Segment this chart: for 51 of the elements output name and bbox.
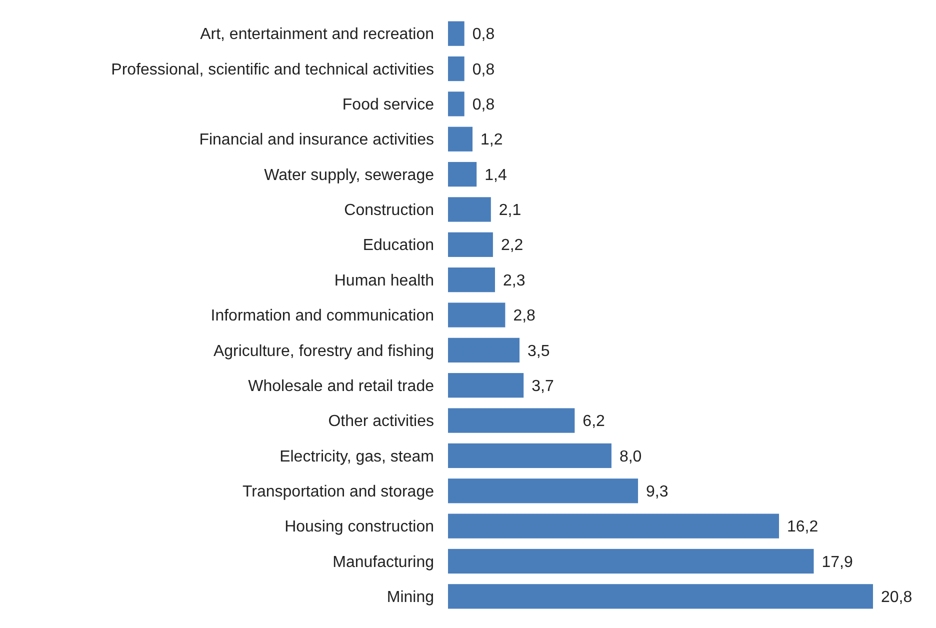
bar (448, 373, 524, 398)
y-tick-label: Agriculture, forestry and fishing (213, 342, 434, 360)
bar (448, 56, 464, 82)
y-tick-label: Human health (334, 272, 434, 290)
data-label: 1,4 (484, 166, 507, 184)
bar (448, 584, 873, 609)
bar (448, 126, 473, 152)
data-label: 0,8 (472, 26, 495, 44)
y-tick-label: Construction (344, 202, 434, 220)
data-label: 1,2 (480, 132, 503, 149)
data-label: 6,2 (582, 413, 606, 430)
y-tick-label: Professional, scientific and technical activities (111, 61, 434, 78)
y-tick-label: Information and communication (210, 308, 434, 325)
data-label: 0,8 (472, 96, 495, 114)
y-tick-label: Housing construction (284, 518, 434, 536)
data-label: 16,2 (787, 518, 818, 536)
bar (448, 478, 638, 504)
y-tick-label: Water supply, sewerage (264, 166, 434, 184)
y-tick-label: Transportation and storage (242, 483, 434, 500)
y-tick-label: Electricity, gas, steam (280, 448, 434, 466)
y-tick-label: Wholesale and retail trade (248, 378, 434, 395)
data-label: 8,0 (619, 448, 642, 466)
bar (448, 197, 491, 222)
bar (448, 268, 495, 292)
data-label: 2,2 (500, 237, 524, 254)
bar (448, 302, 506, 328)
bar (448, 548, 814, 574)
data-label: 2,8 (513, 308, 536, 325)
bar (448, 338, 520, 362)
data-label: 20,8 (881, 589, 912, 606)
bar (448, 408, 575, 433)
data-label: 9,3 (646, 483, 668, 500)
data-label: 3,7 (532, 378, 554, 395)
data-label: 0,8 (472, 61, 495, 78)
bar (448, 162, 477, 187)
y-tick-label: Mining (386, 589, 434, 606)
y-tick-label: Art, entertainment and recreation (200, 26, 434, 44)
y-tick-label: Education (362, 237, 434, 254)
bar (448, 92, 464, 116)
bar (448, 21, 464, 46)
y-tick-label: Food service (342, 96, 434, 114)
data-label: 2,3 (502, 272, 526, 290)
y-tick-label: Financial and insurance activities (199, 132, 434, 149)
y-tick-label: Other activities (328, 413, 434, 430)
data-label: 17,9 (822, 554, 853, 571)
y-tick-label: Manufacturing (332, 554, 434, 571)
bar (448, 232, 493, 257)
data-label: 3,5 (528, 342, 550, 360)
data-label: 2,1 (498, 202, 522, 220)
bar (448, 443, 612, 468)
bar (448, 514, 780, 538)
